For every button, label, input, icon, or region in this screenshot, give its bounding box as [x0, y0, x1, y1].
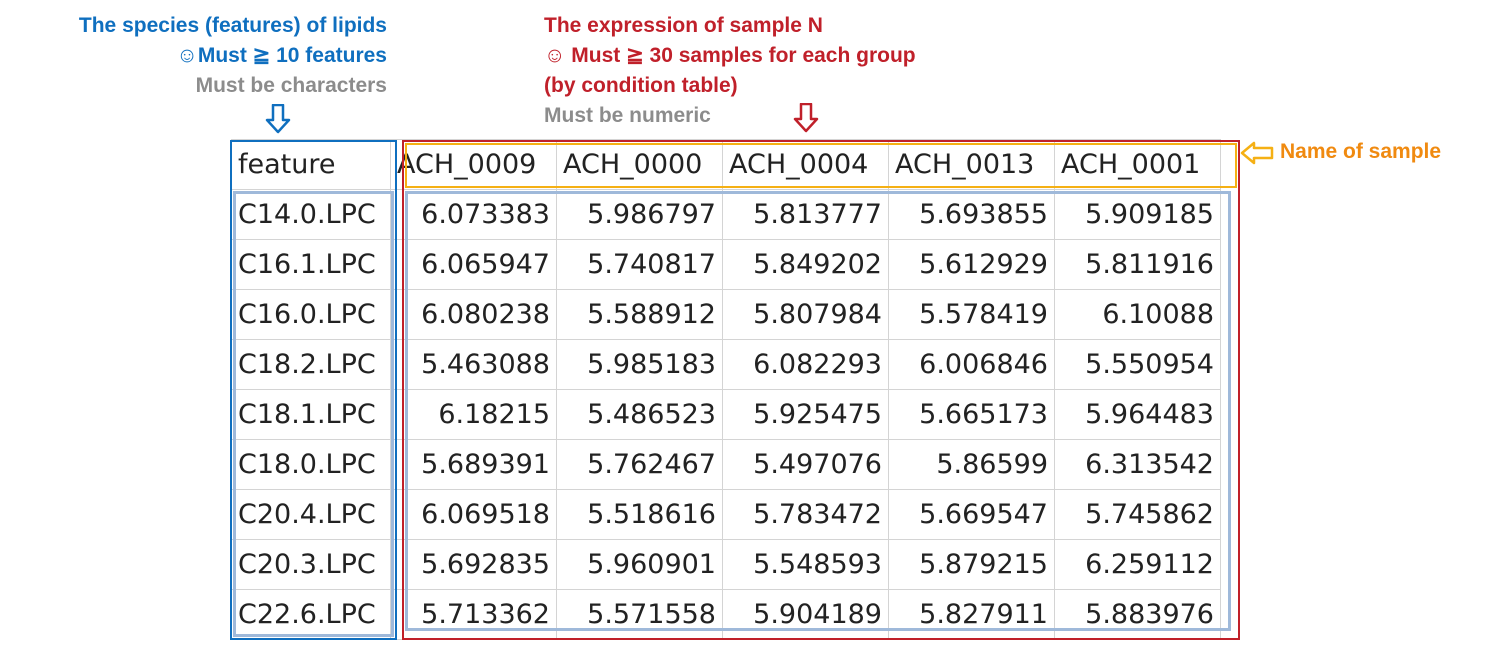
- feature-name-cell[interactable]: C18.2.LPC: [231, 339, 391, 390]
- feature-name-cell[interactable]: C20.4.LPC: [231, 489, 391, 540]
- expression-value-cell[interactable]: 5.827911: [888, 589, 1055, 640]
- expression-value-cell[interactable]: 5.849202: [722, 239, 889, 290]
- expression-value-cell[interactable]: 5.588912: [556, 289, 723, 340]
- table-row: C18.2.LPC 5.463088 5.985183 6.082293 6.00684…: [231, 339, 1221, 390]
- expression-value-cell[interactable]: 5.571558: [556, 589, 723, 640]
- feature-name-cell[interactable]: C20.3.LPC: [231, 539, 391, 590]
- expression-value-cell[interactable]: 5.925475: [722, 389, 889, 440]
- expression-table-wrapper: feature ACH_0009 ACH_0000 ACH_0004 ACH_0013 A…: [231, 139, 1221, 640]
- expression-value-cell[interactable]: 5.783472: [722, 489, 889, 540]
- expression-value-cell[interactable]: 6.313542: [1054, 439, 1221, 490]
- sample-name-label: Name of sample: [1280, 140, 1442, 163]
- feature-annotation: The species (features) of lipids ☺Must ≧…: [79, 11, 387, 101]
- sample-name-cell[interactable]: ACH_0004: [722, 139, 889, 190]
- expression-value-cell[interactable]: 5.669547: [888, 489, 1055, 540]
- expression-value-cell[interactable]: 6.082293: [722, 339, 889, 390]
- expression-value-cell[interactable]: 5.689391: [390, 439, 557, 490]
- feature-name-cell[interactable]: C18.0.LPC: [231, 439, 391, 490]
- feature-name-cell[interactable]: C16.1.LPC: [231, 239, 391, 290]
- feature-name-cell[interactable]: C18.1.LPC: [231, 389, 391, 440]
- expression-value-cell[interactable]: 5.518616: [556, 489, 723, 540]
- feature-name-cell[interactable]: C16.0.LPC: [231, 289, 391, 340]
- sample-annotation-condition: (by condition table): [544, 74, 738, 97]
- feature-name-cell[interactable]: C22.6.LPC: [231, 589, 391, 640]
- expression-value-cell[interactable]: 5.548593: [722, 539, 889, 590]
- expression-value-cell[interactable]: 6.10088: [1054, 289, 1221, 340]
- expression-value-cell[interactable]: 5.879215: [888, 539, 1055, 590]
- expression-value-cell[interactable]: 5.497076: [722, 439, 889, 490]
- expression-value-cell[interactable]: 5.550954: [1054, 339, 1221, 390]
- table-row: C20.4.LPC 6.069518 5.518616 5.783472 5.66954…: [231, 489, 1221, 540]
- sample-name-cell[interactable]: ACH_0000: [556, 139, 723, 190]
- sample-annotation: The expression of sample N ☺ Must ≧ 30 s…: [544, 11, 916, 131]
- expression-value-cell[interactable]: 5.883976: [1054, 589, 1221, 640]
- table-row: C18.0.LPC 5.689391 5.762467 5.497076 5.86599…: [231, 439, 1221, 490]
- expression-value-cell[interactable]: 5.762467: [556, 439, 723, 490]
- table-row: C16.0.LPC 6.080238 5.588912 5.807984 5.57841…: [231, 289, 1221, 340]
- expression-value-cell[interactable]: 5.740817: [556, 239, 723, 290]
- expression-value-cell[interactable]: 5.713362: [390, 589, 557, 640]
- expression-value-cell[interactable]: 6.065947: [390, 239, 557, 290]
- expression-value-cell[interactable]: 5.811916: [1054, 239, 1221, 290]
- expression-value-cell[interactable]: 5.986797: [556, 189, 723, 240]
- expression-value-cell[interactable]: 6.069518: [390, 489, 557, 540]
- table-row: C18.1.LPC 6.18215 5.486523 5.925475 5.665173…: [231, 389, 1221, 440]
- expression-value-cell[interactable]: 5.745862: [1054, 489, 1221, 540]
- expression-value-cell[interactable]: 5.985183: [556, 339, 723, 390]
- expression-value-cell[interactable]: 5.578419: [888, 289, 1055, 340]
- table-row: C22.6.LPC 5.713362 5.571558 5.904189 5.82791…: [231, 589, 1221, 640]
- expression-value-cell[interactable]: 5.463088: [390, 339, 557, 390]
- expression-value-cell[interactable]: 5.486523: [556, 389, 723, 440]
- sample-annotation-title: The expression of sample N: [544, 14, 823, 37]
- expression-table: feature ACH_0009 ACH_0000 ACH_0004 ACH_0013 A…: [231, 139, 1221, 640]
- expression-value-cell[interactable]: 5.964483: [1054, 389, 1221, 440]
- sample-name-cell[interactable]: ACH_0009: [390, 139, 557, 190]
- expression-value-cell[interactable]: 5.807984: [722, 289, 889, 340]
- feature-annotation-minimum: ☺Must ≧ 10 features: [176, 44, 387, 67]
- sample-name-left-arrow-icon: [1240, 141, 1274, 165]
- expression-value-cell[interactable]: 5.909185: [1054, 189, 1221, 240]
- expression-value-cell[interactable]: 6.18215: [390, 389, 557, 440]
- table-row: C16.1.LPC 6.065947 5.740817 5.849202 5.61292…: [231, 239, 1221, 290]
- sample-annotation-type: Must be numeric: [544, 104, 711, 127]
- expression-value-cell[interactable]: 5.960901: [556, 539, 723, 590]
- sample-annotation-minimum: ☺ Must ≧ 30 samples for each group: [544, 44, 916, 67]
- feature-annotation-title: The species (features) of lipids: [78, 14, 387, 37]
- expression-value-cell[interactable]: 5.86599: [888, 439, 1055, 490]
- sample-name-cell[interactable]: ACH_0013: [888, 139, 1055, 190]
- expression-value-cell[interactable]: 5.813777: [722, 189, 889, 240]
- sample-name-cell[interactable]: ACH_0001: [1054, 139, 1221, 190]
- expression-value-cell[interactable]: 6.259112: [1054, 539, 1221, 590]
- table-row: C14.0.LPC 6.073383 5.986797 5.813777 5.69385…: [231, 189, 1221, 240]
- expression-value-cell[interactable]: 5.692835: [390, 539, 557, 590]
- feature-down-arrow-icon: [265, 104, 291, 134]
- sample-down-arrow-icon: [793, 103, 819, 133]
- table-header-row: feature ACH_0009 ACH_0000 ACH_0004 ACH_0013 A…: [231, 139, 1221, 190]
- expression-value-cell[interactable]: 5.693855: [888, 189, 1055, 240]
- table-row: C20.3.LPC 5.692835 5.960901 5.548593 5.87921…: [231, 539, 1221, 590]
- feature-name-cell[interactable]: C14.0.LPC: [231, 189, 391, 240]
- expression-value-cell[interactable]: 5.665173: [888, 389, 1055, 440]
- expression-value-cell[interactable]: 6.073383: [390, 189, 557, 240]
- expression-value-cell[interactable]: 6.080238: [390, 289, 557, 340]
- expression-value-cell[interactable]: 6.006846: [888, 339, 1055, 390]
- expression-value-cell[interactable]: 5.904189: [722, 589, 889, 640]
- feature-annotation-type: Must be characters: [195, 74, 387, 97]
- feature-header-cell[interactable]: feature: [231, 139, 391, 190]
- expression-value-cell[interactable]: 5.612929: [888, 239, 1055, 290]
